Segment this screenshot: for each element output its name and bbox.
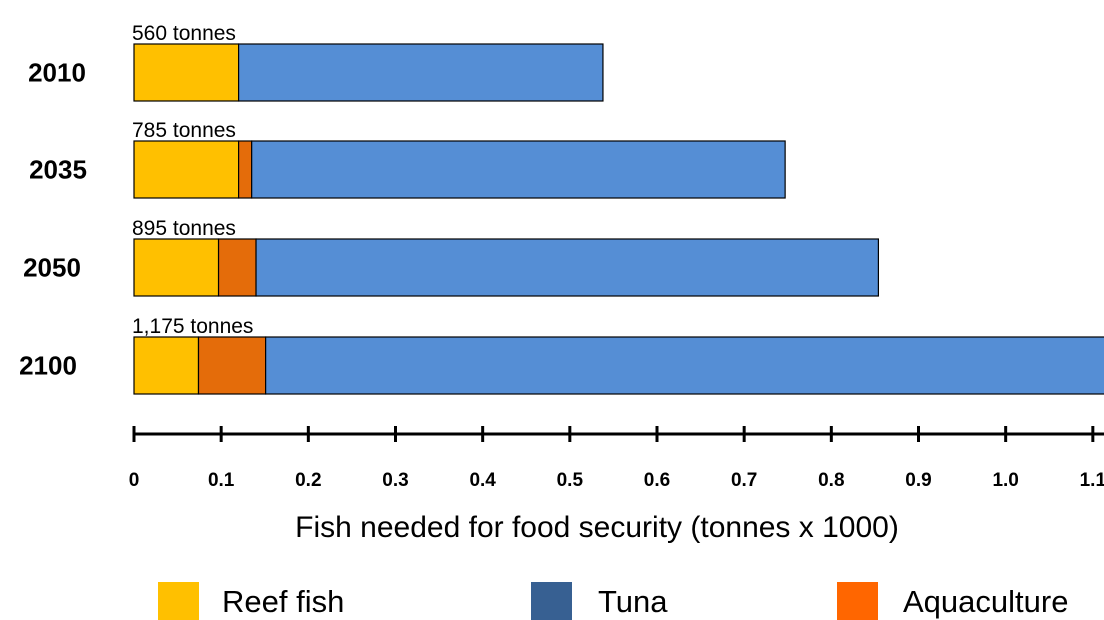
x-tick-label-1.1: 1.1 — [1080, 470, 1104, 491]
bar-reef-fish-2010 — [133, 43, 240, 102]
legend: Reef fish Tuna Aquaculture — [158, 582, 1068, 620]
bar-tuna-2100 — [265, 336, 1104, 395]
bar-aquaculture-2050 — [217, 238, 257, 297]
total-label-2050: 895 tonnes — [132, 217, 236, 240]
legend-swatch-reef-fish — [158, 582, 199, 620]
legend-label-aquaculture: Aquaculture — [903, 584, 1068, 619]
bar-aquaculture-2100 — [197, 336, 267, 395]
x-tick-label-0.2: 0.2 — [295, 470, 321, 491]
bar-reef-fish-2035 — [133, 140, 240, 199]
x-tick-label-0.9: 0.9 — [905, 470, 931, 491]
x-tick-label-0.5: 0.5 — [557, 470, 584, 491]
legend-swatch-tuna — [531, 582, 572, 620]
bars-layer: 2010 560 tonnes 2035 785 tonnes 2050 895 tonn… — [19, 22, 1104, 395]
year-label-2050: 2050 — [23, 253, 81, 283]
total-label-2100: 1,175 tonnes — [132, 315, 253, 338]
year-label-2100: 2100 — [19, 351, 77, 381]
legend-label-tuna: Tuna — [598, 584, 668, 619]
bar-reef-fish-2100 — [133, 336, 200, 395]
x-axis-title: Fish needed for food security (tonnes x … — [295, 511, 899, 544]
total-label-2035: 785 tonnes — [132, 119, 236, 142]
legend-swatch-aquaculture — [837, 582, 878, 620]
year-label-2035: 2035 — [29, 155, 87, 185]
x-tick-label-0.4: 0.4 — [469, 470, 496, 491]
x-tick-label-0.8: 0.8 — [818, 470, 844, 491]
x-tick-label-0.6: 0.6 — [644, 470, 670, 491]
x-axis: 00.10.20.30.40.50.60.70.80.91.01.11.2 — [129, 426, 1104, 491]
bar-reef-fish-2050 — [133, 238, 220, 297]
total-label-2010: 560 tonnes — [132, 22, 236, 45]
bar-tuna-2010 — [238, 43, 604, 102]
x-tick-label-1.0: 1.0 — [992, 470, 1018, 491]
x-tick-label-0.1: 0.1 — [208, 470, 235, 491]
x-tick-label-0.7: 0.7 — [731, 470, 757, 491]
bar-tuna-2050 — [255, 238, 880, 297]
bar-aquaculture-2035 — [238, 140, 253, 199]
year-label-2010: 2010 — [28, 58, 86, 88]
x-tick-label-0: 0 — [129, 470, 140, 491]
bar-tuna-2035 — [251, 140, 786, 199]
legend-label-reef-fish: Reef fish — [222, 584, 344, 619]
x-tick-label-0.3: 0.3 — [382, 470, 408, 491]
